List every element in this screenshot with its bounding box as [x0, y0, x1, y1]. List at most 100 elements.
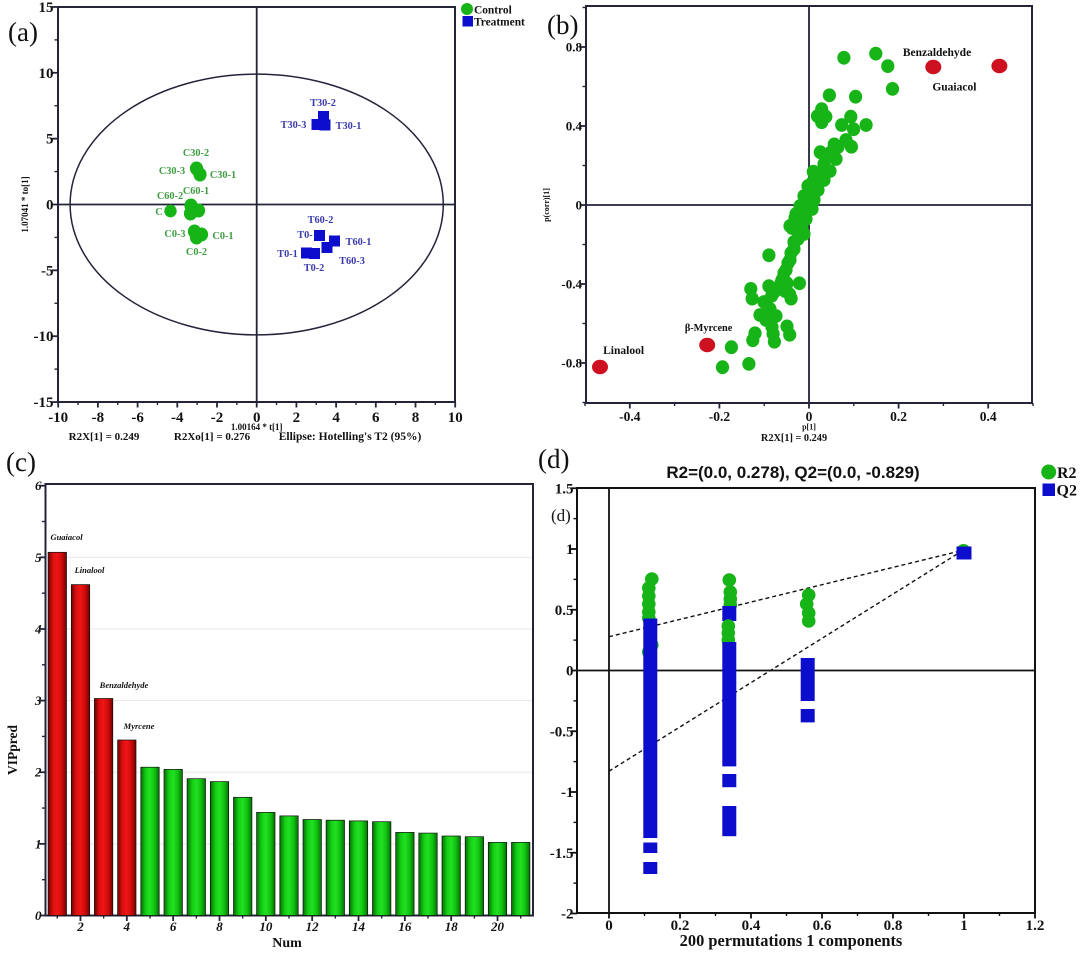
- svg-text:-2: -2: [561, 907, 574, 923]
- svg-text:C: C: [155, 207, 162, 218]
- svg-text:1.00164 * t[1]: 1.00164 * t[1]: [231, 422, 283, 432]
- svg-text:16: 16: [398, 919, 412, 934]
- svg-text:p[1]: p[1]: [802, 423, 816, 432]
- svg-text:1.5: 1.5: [555, 481, 574, 497]
- svg-text:Q2: Q2: [1057, 483, 1077, 500]
- svg-text:-10: -10: [34, 329, 54, 345]
- svg-text:Benzaldehyde: Benzaldehyde: [903, 47, 971, 59]
- svg-text:-8: -8: [92, 410, 105, 426]
- svg-text:C30-3: C30-3: [159, 166, 185, 177]
- svg-text:5: 5: [35, 550, 42, 565]
- svg-text:(d): (d): [551, 506, 571, 525]
- svg-text:T0-: T0-: [297, 230, 313, 241]
- svg-text:VIPpred: VIPpred: [5, 725, 20, 775]
- svg-text:R2=(0.0, 0.278), Q2=(0.0, -0.8: R2=(0.0, 0.278), Q2=(0.0, -0.829): [666, 463, 919, 482]
- svg-text:0.2: 0.2: [671, 918, 690, 934]
- svg-text:1: 1: [960, 918, 968, 934]
- svg-text:10: 10: [448, 410, 463, 426]
- svg-text:R2Xo[1] = 0.276: R2Xo[1] = 0.276: [174, 431, 251, 443]
- svg-text:Linalool: Linalool: [603, 345, 644, 357]
- svg-text:-0.4: -0.4: [561, 277, 582, 292]
- svg-text:Benzaldehyde: Benzaldehyde: [99, 680, 149, 690]
- svg-text:1.2: 1.2: [1026, 918, 1045, 934]
- svg-text:200 permutations 1 components: 200 permutations 1 components: [680, 931, 903, 950]
- svg-text:-0.4: -0.4: [619, 409, 641, 424]
- svg-text:-5: -5: [41, 263, 54, 279]
- svg-text:Linalool: Linalool: [74, 565, 105, 575]
- svg-text:R2: R2: [1057, 465, 1077, 482]
- svg-text:10: 10: [39, 66, 54, 82]
- svg-text:0.4: 0.4: [742, 918, 761, 934]
- svg-text:0: 0: [566, 664, 574, 680]
- svg-text:18: 18: [445, 919, 459, 934]
- svg-text:15: 15: [39, 0, 54, 16]
- svg-text:0: 0: [806, 409, 813, 424]
- svg-text:p(corr)[1]: p(corr)[1]: [542, 188, 551, 222]
- svg-text:1: 1: [35, 836, 42, 851]
- svg-text:0.8: 0.8: [566, 40, 583, 55]
- svg-text:0: 0: [35, 908, 42, 923]
- svg-text:20: 20: [490, 919, 505, 934]
- svg-text:2: 2: [293, 410, 301, 426]
- svg-text:(a): (a): [8, 17, 38, 47]
- svg-text:C60-2: C60-2: [157, 191, 183, 202]
- svg-text:T60-3: T60-3: [339, 256, 365, 267]
- svg-text:-1.5: -1.5: [550, 846, 574, 862]
- svg-text:1: 1: [566, 542, 574, 558]
- svg-text:-0.2: -0.2: [709, 409, 731, 424]
- svg-text:0.5: 0.5: [555, 603, 574, 619]
- svg-text:10: 10: [259, 919, 273, 934]
- svg-text:T30-1: T30-1: [336, 121, 362, 132]
- svg-text:14: 14: [352, 919, 366, 934]
- svg-text:(d): (d): [538, 444, 569, 474]
- svg-text:R2X[1] = 0.249: R2X[1] = 0.249: [69, 431, 140, 443]
- svg-text:0.4: 0.4: [980, 409, 997, 424]
- svg-text:0: 0: [253, 410, 261, 426]
- svg-text:6: 6: [35, 478, 42, 493]
- svg-text:-6: -6: [131, 410, 144, 426]
- svg-text:T0-1: T0-1: [277, 249, 298, 260]
- svg-text:C0-3: C0-3: [164, 229, 185, 240]
- svg-text:T60-1: T60-1: [346, 237, 372, 248]
- svg-text:-0.8: -0.8: [561, 356, 582, 371]
- svg-text:12: 12: [306, 919, 320, 934]
- svg-text:5: 5: [46, 132, 54, 148]
- svg-text:-1: -1: [561, 785, 574, 801]
- svg-text:Ellipse: Hotelling's T2 (95%): Ellipse: Hotelling's T2 (95%): [279, 431, 422, 443]
- svg-text:Num: Num: [272, 936, 302, 951]
- svg-text:4: 4: [34, 621, 42, 636]
- svg-text:4: 4: [332, 410, 340, 426]
- svg-text:2: 2: [76, 919, 84, 934]
- svg-text:(c): (c): [6, 447, 36, 477]
- svg-text:C60-1: C60-1: [183, 186, 209, 197]
- svg-text:Myrcene: Myrcene: [123, 721, 155, 731]
- svg-text:-2: -2: [211, 410, 224, 426]
- svg-text:C30-2: C30-2: [183, 148, 209, 159]
- svg-text:(b): (b): [547, 10, 578, 40]
- svg-text:0: 0: [46, 198, 54, 214]
- svg-text:R2X[1] = 0.249: R2X[1] = 0.249: [761, 433, 827, 444]
- svg-text:C0-1: C0-1: [212, 231, 233, 242]
- svg-text:0.8: 0.8: [884, 918, 903, 934]
- svg-text:Guaiacol: Guaiacol: [50, 532, 83, 542]
- svg-text:0.2: 0.2: [890, 409, 907, 424]
- svg-text:-10: -10: [48, 410, 68, 426]
- svg-text:0: 0: [605, 918, 613, 934]
- svg-text:8: 8: [216, 919, 223, 934]
- svg-text:T30-3: T30-3: [281, 120, 307, 131]
- svg-text:T0-2: T0-2: [304, 263, 325, 274]
- svg-text:6: 6: [372, 410, 380, 426]
- svg-text:Control: Control: [474, 5, 512, 17]
- svg-text:Guaiacol: Guaiacol: [932, 82, 976, 94]
- svg-text:8: 8: [412, 410, 420, 426]
- svg-text:1.07041 * to[1]: 1.07041 * to[1]: [20, 176, 30, 232]
- svg-text:-4: -4: [171, 410, 184, 426]
- svg-text:0.6: 0.6: [813, 918, 832, 934]
- svg-text:0.4: 0.4: [566, 119, 583, 134]
- svg-text:3: 3: [34, 693, 42, 708]
- svg-text:2: 2: [34, 765, 42, 780]
- svg-text:C0-2: C0-2: [186, 247, 207, 258]
- svg-text:4: 4: [123, 919, 131, 934]
- svg-text:6: 6: [170, 919, 177, 934]
- svg-text:T60-2: T60-2: [308, 215, 334, 226]
